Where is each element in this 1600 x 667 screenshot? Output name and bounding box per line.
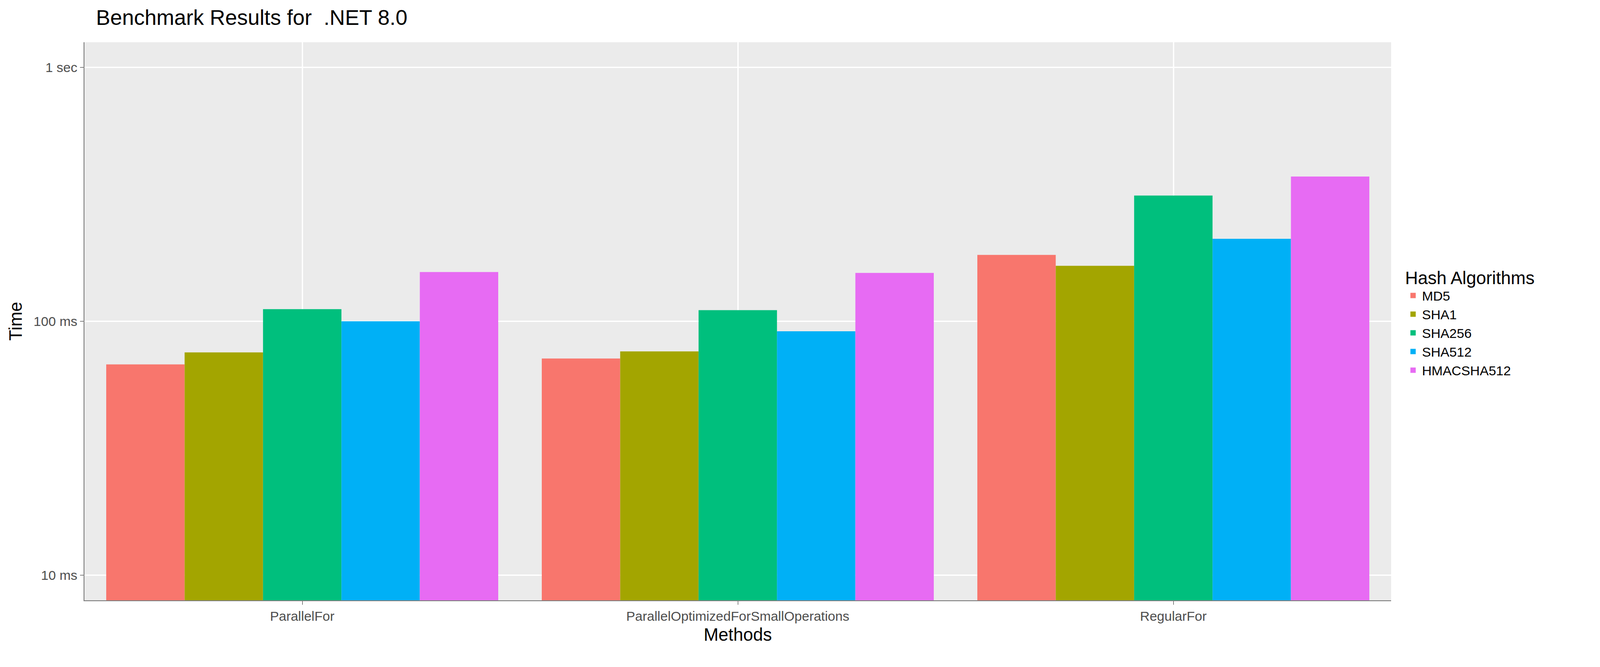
svg-text:MD5: MD5 [1421, 288, 1450, 304]
svg-text:SHA256: SHA256 [1421, 325, 1472, 341]
svg-text:HMACSHA512: HMACSHA512 [1421, 363, 1511, 378]
svg-text:Time: Time [5, 301, 26, 341]
svg-text:Hash Algorithms: Hash Algorithms [1404, 268, 1535, 288]
svg-text:SHA512: SHA512 [1421, 344, 1472, 360]
svg-text:RegularFor: RegularFor [1140, 608, 1207, 624]
svg-text:Methods: Methods [703, 624, 772, 644]
svg-text:ParallelFor: ParallelFor [269, 608, 335, 624]
svg-text:1 sec: 1 sec [45, 60, 78, 75]
svg-text:100 ms: 100 ms [33, 313, 78, 329]
svg-text:ParallelOptimizedForSmallOpera: ParallelOptimizedForSmallOperations [626, 608, 850, 624]
svg-text:10 ms: 10 ms [40, 567, 78, 583]
svg-text:Benchmark Results for .NET 8.: Benchmark Results for .NET 8.0 [96, 5, 408, 30]
svg-text:SHA1: SHA1 [1421, 307, 1457, 322]
